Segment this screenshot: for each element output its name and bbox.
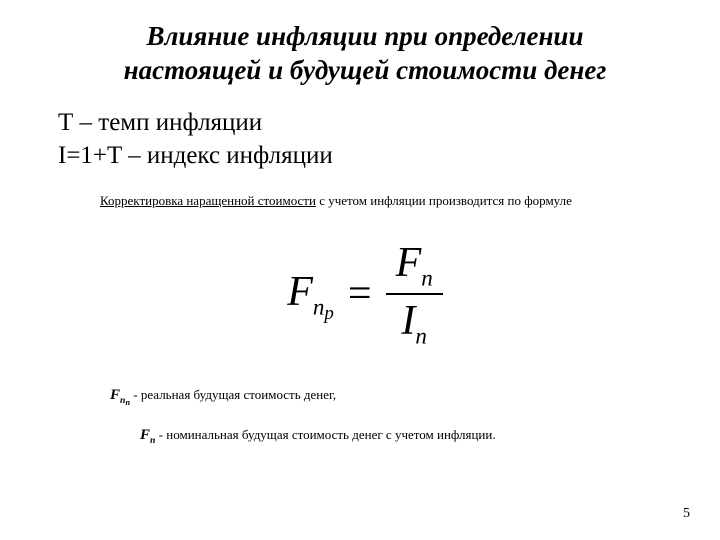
legend-symbol-fn: Fn: [140, 425, 155, 448]
definition-t: Т – темп инфляции: [58, 106, 680, 140]
note-plain: с учетом инфляции производится по формул…: [316, 193, 572, 208]
formula-denominator: In: [386, 297, 443, 349]
page-title: Влияние инфляции при определении настоящ…: [50, 20, 680, 88]
slide-content: Влияние инфляции при определении настоящ…: [0, 0, 720, 540]
legend: Fnn - реальная будущая стоимость денег, …: [110, 385, 680, 448]
equals-sign: =: [348, 270, 372, 318]
note-line: Корректировка наращенной стоимости с уче…: [100, 193, 680, 209]
formula: Fnp = Fn In: [50, 239, 680, 350]
formula-lhs: Fnp: [287, 268, 334, 320]
definitions: Т – темп инфляции I=1+T – индекс инфляци…: [58, 106, 680, 174]
title-line-2: настоящей и будущей стоимости денег: [124, 55, 607, 85]
legend-text-2: - номинальная будущая стоимость денег с …: [159, 427, 496, 442]
legend-text-1: - реальная будущая стоимость денег,: [133, 387, 336, 402]
fraction-bar: [386, 293, 443, 295]
formula-fraction: Fn In: [386, 239, 443, 350]
legend-symbol-fnn: Fnn: [110, 385, 130, 408]
formula-numerator: Fn: [386, 239, 443, 291]
definition-i: I=1+T – индекс инфляции: [58, 139, 680, 173]
legend-row-2: Fn - номинальная будущая стоимость денег…: [140, 425, 680, 448]
title-line-1: Влияние инфляции при определении: [147, 21, 584, 51]
legend-row-1: Fnn - реальная будущая стоимость денег,: [110, 385, 680, 408]
page-number: 5: [683, 506, 690, 522]
note-underlined: Корректировка наращенной стоимости: [100, 193, 316, 208]
